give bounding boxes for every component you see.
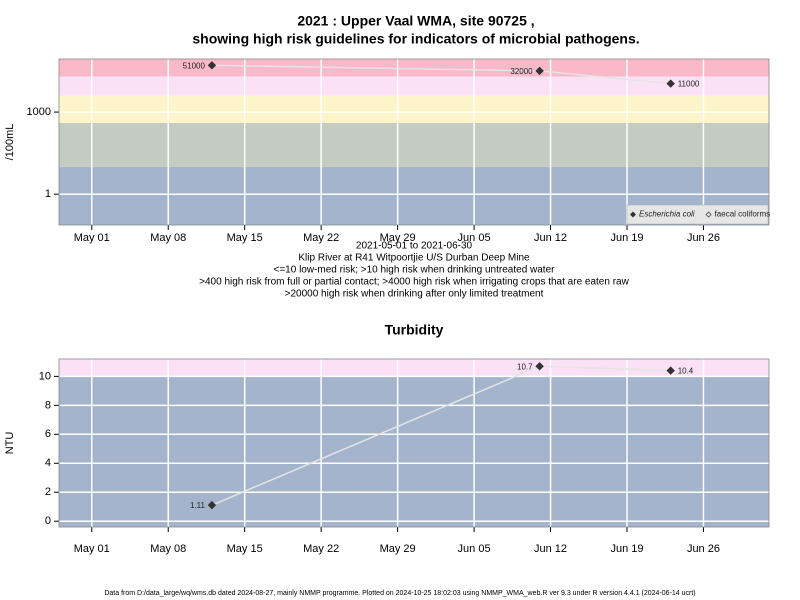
data-point xyxy=(207,61,217,70)
value-label: 10.7 xyxy=(517,362,533,371)
legend-marker xyxy=(705,211,712,218)
x-tick-label: May 29 xyxy=(380,232,416,244)
x-tick-label: May 08 xyxy=(150,543,186,555)
y-tick-label: 6 xyxy=(45,428,51,440)
x-tick-label: Jun 26 xyxy=(687,543,720,555)
data-point xyxy=(666,79,675,88)
y-axis-label: /100mL xyxy=(4,124,16,161)
x-tick-label: Jun 05 xyxy=(458,232,491,244)
risk-band xyxy=(59,122,769,167)
value-label: 1.11 xyxy=(190,501,206,510)
y-axis-label: NTU xyxy=(4,432,16,455)
legend-box xyxy=(626,204,769,225)
x-tick-label: May 15 xyxy=(227,543,263,555)
chart-title: Turbidity xyxy=(385,322,444,338)
chart-title: 2021 : Upper Vaal WMA, site 90725 , xyxy=(297,13,534,29)
x-tick-label: May 22 xyxy=(303,543,339,555)
caption-note: Klip River at R41 Witpoortjie U/S Durban… xyxy=(298,253,530,264)
value-label: 10.4 xyxy=(678,367,694,376)
chart-subtitle: showing high risk guidelines for indicat… xyxy=(192,31,639,47)
plot-frame xyxy=(58,58,770,226)
legend-marker xyxy=(630,211,636,218)
x-tick-label: Jun 05 xyxy=(458,543,491,555)
x-tick-label: May 29 xyxy=(380,543,416,555)
y-tick-label: 8 xyxy=(45,399,51,411)
legend-label: faecal coliforms xyxy=(715,210,771,219)
caption-note: <=10 low-med risk; >10 high risk when dr… xyxy=(274,265,556,276)
risk-band xyxy=(59,76,769,96)
value-label: 11000 xyxy=(678,80,700,89)
x-tick-label: May 01 xyxy=(74,232,110,244)
data-point xyxy=(535,66,544,76)
y-tick-label: 4 xyxy=(45,457,51,469)
x-tick-label: May 22 xyxy=(303,232,339,244)
x-tick-label: May 08 xyxy=(150,232,186,244)
x-tick-label: May 01 xyxy=(74,543,110,555)
y-tick-label: 2 xyxy=(45,486,51,498)
footer: Data from D:/data_large/wq/wms.db dated … xyxy=(104,590,695,597)
caption-note: >400 high risk from full or partial cont… xyxy=(199,277,629,288)
legend-label: Escherichia coli xyxy=(639,210,695,219)
x-axis-label: 2021-05-01 to 2021-06-30 xyxy=(356,241,473,252)
y-tick-label: 1 xyxy=(45,188,51,200)
data-point xyxy=(666,366,675,375)
x-tick-label: Jun 12 xyxy=(534,232,567,244)
risk-band xyxy=(59,359,769,377)
data-point xyxy=(207,500,217,510)
x-tick-label: Jun 19 xyxy=(610,543,643,555)
data-point xyxy=(535,362,544,371)
plot-frame xyxy=(58,358,770,528)
risk-band xyxy=(59,59,769,77)
risk-band xyxy=(59,376,769,527)
value-label: 32000 xyxy=(510,67,533,76)
y-tick-label: 1000 xyxy=(27,106,51,118)
y-tick-label: 0 xyxy=(45,515,51,527)
risk-band xyxy=(59,95,769,123)
x-tick-label: Jun 19 xyxy=(610,232,643,244)
value-label: 51000 xyxy=(183,61,206,70)
x-tick-label: May 15 xyxy=(227,232,263,244)
x-tick-label: Jun 12 xyxy=(534,543,567,555)
y-tick-label: 10 xyxy=(39,370,51,382)
caption-note: >20000 high risk when drinking after onl… xyxy=(285,289,544,300)
x-tick-label: Jun 26 xyxy=(687,232,720,244)
